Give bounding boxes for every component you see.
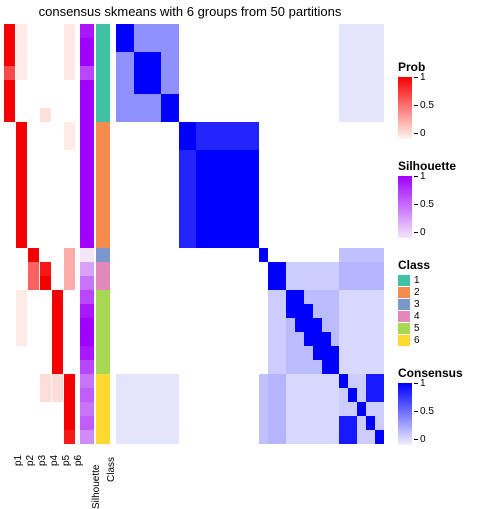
legend-prob: Prob10.50	[398, 60, 498, 139]
silhouette-col	[80, 24, 94, 444]
prob-col-p2	[16, 24, 27, 444]
legends: Prob10.50 Silhouette10.50 Class123456 Conse…	[398, 60, 498, 465]
axis-label-Silhouette: Silhouette	[91, 465, 102, 509]
axis-label-p1: p1	[13, 455, 24, 466]
legend-silhouette: Silhouette10.50	[398, 159, 498, 238]
axis-label-p6: p6	[73, 455, 84, 466]
axis-label-p4: p4	[49, 455, 60, 466]
prob-col-p6	[64, 24, 75, 444]
class-col	[96, 24, 110, 444]
legend-consensus: Consensus10.50	[398, 366, 498, 445]
axis-label-p3: p3	[37, 455, 48, 466]
axis-label-Class: Class	[106, 456, 117, 481]
axis-labels: p1p2p3p4p5p6SilhouetteClass	[4, 448, 384, 500]
legend-class: Class123456	[398, 258, 498, 346]
consensus-heatmap	[116, 24, 384, 444]
axis-label-p5: p5	[61, 455, 72, 466]
prob-col-p4	[40, 24, 51, 444]
axis-label-p2: p2	[25, 455, 36, 466]
prob-col-p3	[28, 24, 39, 444]
page-title: consensus skmeans with 6 groups from 50 …	[0, 4, 380, 19]
prob-col-p1	[4, 24, 15, 444]
prob-col-p5	[52, 24, 63, 444]
plot-area	[4, 24, 384, 444]
